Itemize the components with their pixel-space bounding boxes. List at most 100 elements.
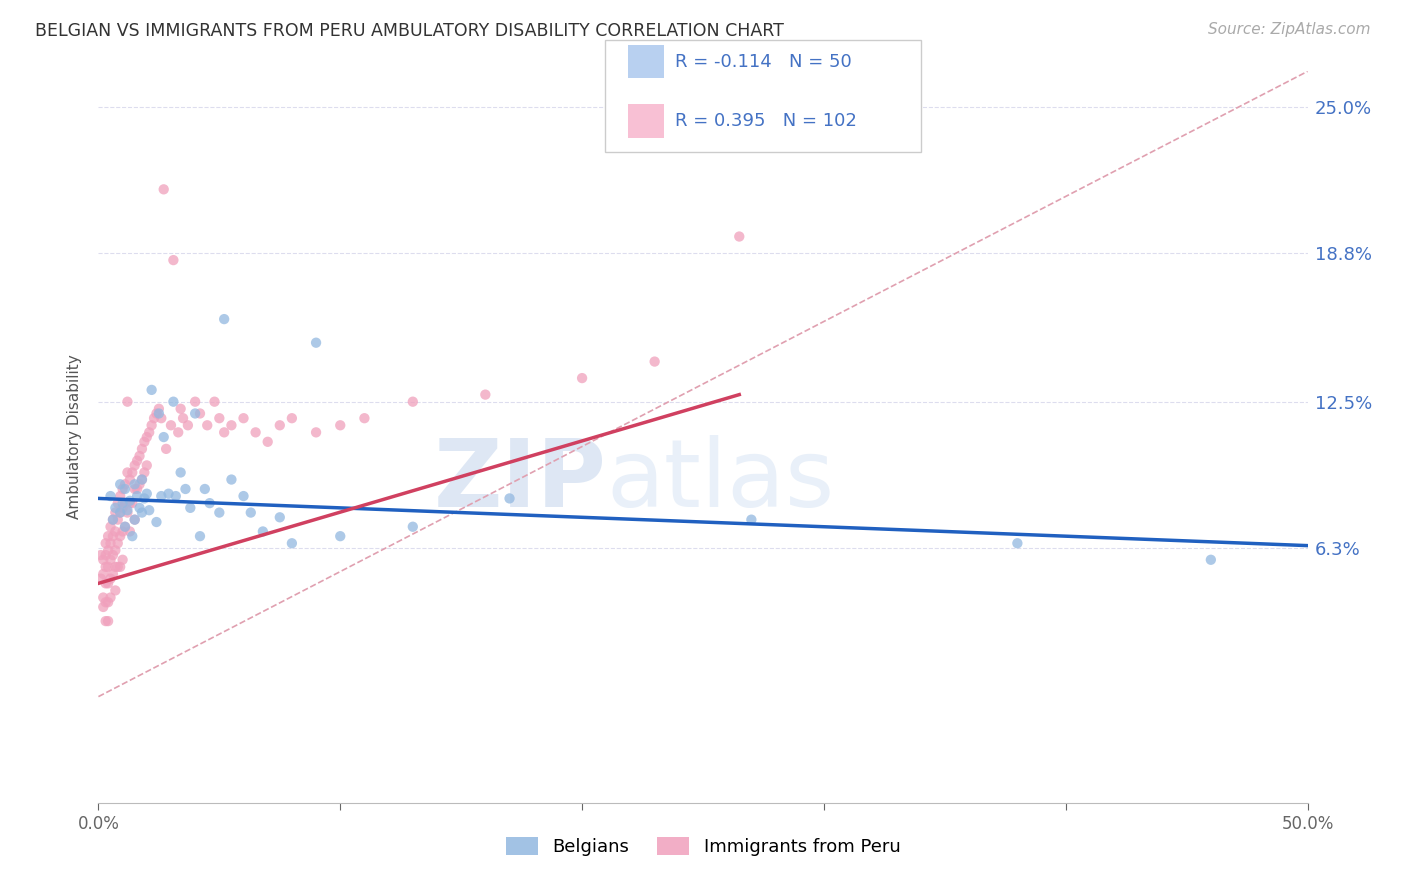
Point <box>97 595 120 609</box>
Point <box>152 182 174 196</box>
Point <box>97 614 120 628</box>
Point <box>498 491 520 506</box>
Point <box>134 491 156 506</box>
Text: Source: ZipAtlas.com: Source: ZipAtlas.com <box>1208 22 1371 37</box>
Point <box>100 553 122 567</box>
Point <box>138 503 160 517</box>
Point <box>107 536 129 550</box>
Point <box>269 510 291 524</box>
Point <box>150 489 173 503</box>
Point <box>131 506 153 520</box>
Point <box>91 566 114 581</box>
Point <box>94 576 117 591</box>
Point <box>101 513 124 527</box>
Point <box>104 506 127 520</box>
Point <box>124 482 146 496</box>
Point <box>245 425 267 440</box>
Point <box>305 335 328 350</box>
Point <box>194 482 217 496</box>
Point <box>124 513 146 527</box>
Point <box>108 506 131 520</box>
Point <box>124 513 146 527</box>
Point <box>111 553 134 567</box>
Point <box>138 425 160 440</box>
Point <box>131 442 153 456</box>
Point <box>221 418 243 433</box>
Point <box>108 559 131 574</box>
Point <box>101 566 124 581</box>
Point <box>111 482 134 496</box>
Point <box>100 489 122 503</box>
Point <box>165 489 187 503</box>
Point <box>195 418 218 433</box>
Point <box>114 520 136 534</box>
Point <box>134 466 156 480</box>
Point <box>134 434 156 449</box>
Point <box>104 543 127 558</box>
Point <box>177 418 200 433</box>
Point <box>108 506 131 520</box>
Point <box>212 425 235 440</box>
Point <box>281 536 304 550</box>
Point <box>135 458 157 473</box>
Point <box>728 229 751 244</box>
Y-axis label: Ambulatory Disability: Ambulatory Disability <box>67 355 83 519</box>
Point <box>198 496 221 510</box>
Point <box>208 506 231 520</box>
Point <box>108 529 131 543</box>
Point <box>114 482 136 496</box>
Point <box>252 524 274 539</box>
Point <box>571 371 593 385</box>
Legend: Belgians, Immigrants from Peru: Belgians, Immigrants from Peru <box>506 837 900 856</box>
Point <box>135 430 157 444</box>
Point <box>143 411 166 425</box>
Point <box>232 489 254 503</box>
Point <box>150 411 173 425</box>
Point <box>108 477 131 491</box>
Point <box>169 401 191 416</box>
Text: atlas: atlas <box>606 435 835 527</box>
Point <box>94 548 117 562</box>
Point <box>160 418 183 433</box>
Point <box>121 496 143 510</box>
Point <box>221 473 243 487</box>
Point <box>124 477 146 491</box>
Point <box>184 394 207 409</box>
Point <box>117 503 139 517</box>
Point <box>148 401 170 416</box>
Point <box>121 529 143 543</box>
Point <box>100 572 122 586</box>
Point <box>157 486 180 500</box>
Point <box>94 559 117 574</box>
Point <box>117 506 139 520</box>
Point <box>131 473 153 487</box>
Point <box>107 513 129 527</box>
Text: BELGIAN VS IMMIGRANTS FROM PERU AMBULATORY DISABILITY CORRELATION CHART: BELGIAN VS IMMIGRANTS FROM PERU AMBULATO… <box>35 22 785 40</box>
Point <box>124 458 146 473</box>
Point <box>169 466 191 480</box>
Point <box>184 407 207 421</box>
Point <box>174 482 197 496</box>
Point <box>101 529 124 543</box>
Point <box>402 394 425 409</box>
Point <box>94 595 117 609</box>
Text: R = -0.114   N = 50: R = -0.114 N = 50 <box>675 53 852 70</box>
Point <box>329 418 352 433</box>
Point <box>94 536 117 550</box>
Point <box>131 473 153 487</box>
Point <box>148 407 170 421</box>
Point <box>111 524 134 539</box>
Point <box>111 500 134 515</box>
Text: R = 0.395   N = 102: R = 0.395 N = 102 <box>675 112 856 130</box>
Point <box>145 407 167 421</box>
Point <box>474 387 496 401</box>
Point <box>239 506 262 520</box>
Point <box>118 524 141 539</box>
Point <box>188 407 211 421</box>
Point <box>104 559 127 574</box>
Point <box>100 520 122 534</box>
Point <box>179 500 201 515</box>
Point <box>91 553 114 567</box>
Point <box>128 477 150 491</box>
Point <box>1199 553 1222 567</box>
